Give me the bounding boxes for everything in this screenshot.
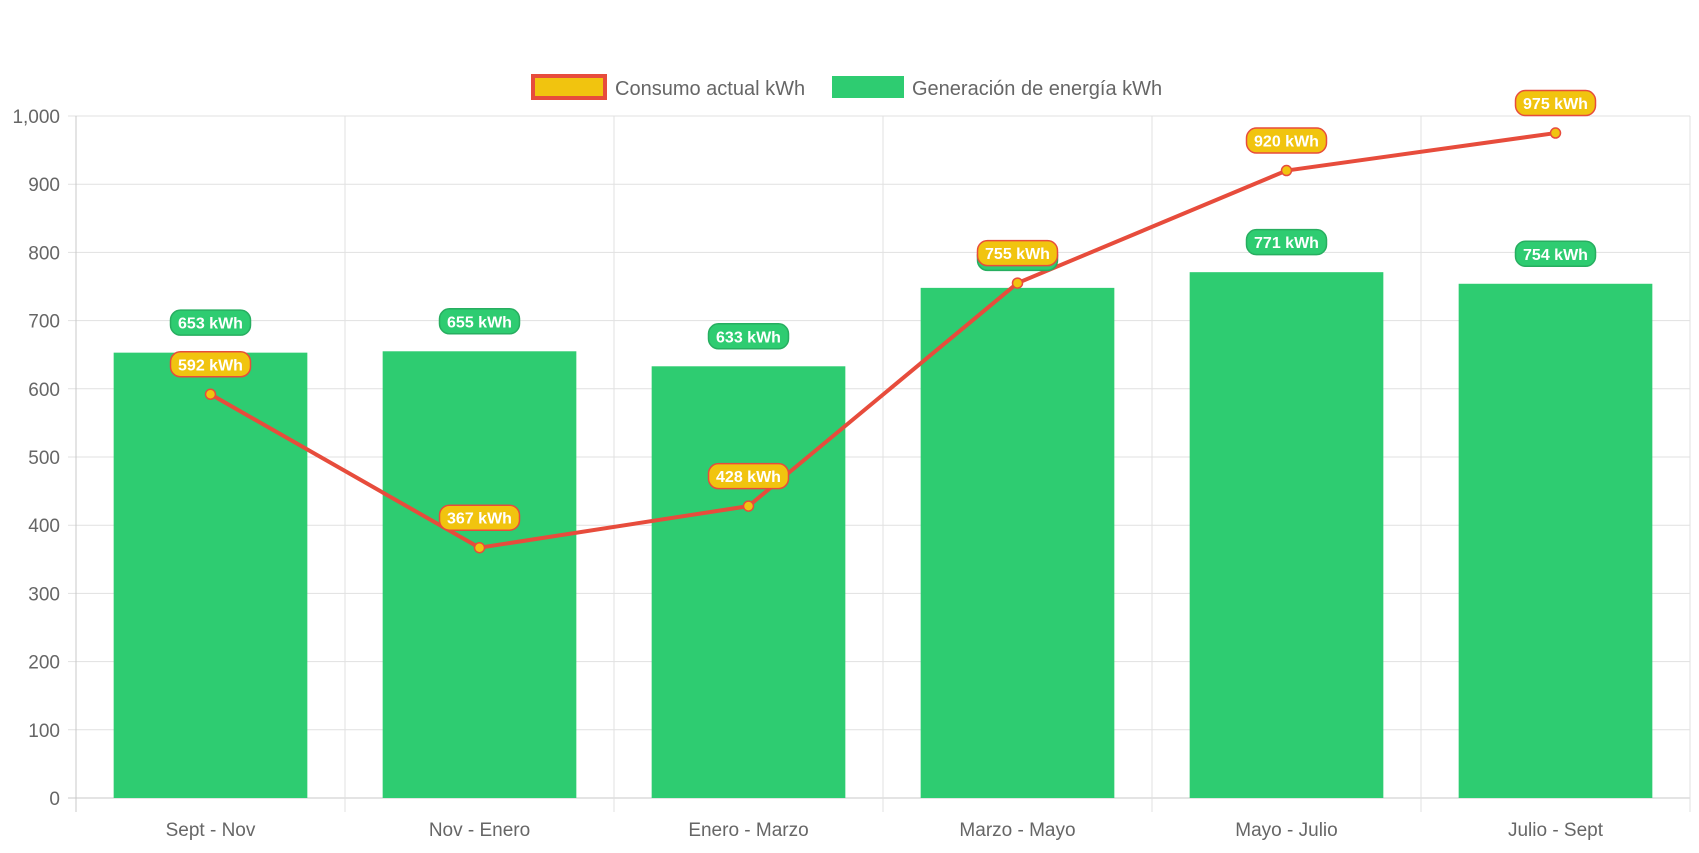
bar-data-label: 653 kWh bbox=[169, 309, 252, 336]
bar-data-label-text: 653 kWh bbox=[178, 316, 243, 333]
line-data-label-text: 592 kWh bbox=[178, 357, 243, 374]
consumption-line bbox=[209, 131, 1556, 550]
legend-swatch-generacion bbox=[832, 76, 904, 98]
y-tick-label: 500 bbox=[28, 448, 60, 469]
line-data-label-text: 975 kWh bbox=[1523, 96, 1588, 113]
y-axis: 0 100 200 300 400 500 600 700 800 900 1,000 bbox=[12, 107, 60, 810]
y-tick-label: 1,000 bbox=[12, 107, 60, 128]
y-tick-label: 700 bbox=[28, 312, 60, 333]
line-data-label: 975 kWh bbox=[1514, 89, 1597, 117]
legend-swatch-consumo bbox=[531, 74, 607, 100]
legend-item-generacion: Generación de energía kWh bbox=[832, 76, 1162, 100]
bar-data-label-text: 655 kWh bbox=[447, 314, 512, 331]
line-data-label-bg bbox=[169, 351, 252, 378]
line-data-label: 592 kWh bbox=[169, 351, 252, 378]
bar-data-label-text: 771 kWh bbox=[1254, 235, 1319, 252]
line-data-label: 428 kWh bbox=[707, 462, 790, 490]
bar bbox=[651, 366, 846, 798]
y-tick-label: 200 bbox=[28, 653, 60, 674]
y-tick-label: 0 bbox=[49, 789, 60, 810]
line-point bbox=[1011, 277, 1024, 289]
x-tick-label: Marzo - Mayo bbox=[959, 820, 1075, 841]
bar bbox=[1458, 283, 1653, 799]
bar-data-label-bg bbox=[1514, 240, 1597, 268]
line-point bbox=[742, 500, 755, 512]
line-data-label: 920 kWh bbox=[1245, 127, 1328, 154]
x-tick-label: Nov - Enero bbox=[429, 820, 530, 841]
bar-data-label: 754 kWh bbox=[1514, 240, 1597, 268]
bar-data-label: 771 kWh bbox=[1245, 228, 1328, 256]
bar bbox=[113, 352, 308, 798]
bar-data-label-text: 754 kWh bbox=[1523, 247, 1588, 264]
x-tick-label: Sept - Nov bbox=[166, 820, 256, 841]
bar-data-label-bg bbox=[169, 309, 252, 336]
bar-data-label-text: 633 kWh bbox=[716, 329, 781, 346]
bar bbox=[920, 287, 1115, 798]
line-data-label-text: 920 kWh bbox=[1254, 134, 1319, 151]
line-data-label: 367 kWh bbox=[438, 504, 521, 531]
line-point bbox=[204, 388, 217, 401]
line-data-label-bg bbox=[1245, 127, 1328, 154]
grid bbox=[68, 115, 1691, 812]
line-data-label-text: 367 kWh bbox=[447, 511, 512, 528]
y-tick-label: 600 bbox=[28, 380, 60, 401]
data-labels: 653 kWh 655 kWh 633 kWh 755 kWh 771 kWh 754 k… bbox=[169, 89, 1597, 531]
line-data-label-text: 755 kWh bbox=[985, 246, 1050, 263]
bar bbox=[382, 351, 577, 798]
line-point bbox=[1280, 164, 1293, 177]
line-point bbox=[473, 541, 486, 554]
x-tick-label: Mayo - Julio bbox=[1235, 820, 1337, 841]
legend-label-generacion: Generación de energía kWh bbox=[912, 78, 1162, 100]
bar-data-label: 655 kWh bbox=[438, 308, 521, 335]
line-data-label-bg bbox=[707, 462, 790, 490]
y-tick-label: 300 bbox=[28, 584, 60, 605]
line-series bbox=[204, 127, 1562, 554]
x-axis: Sept - Nov Nov - Enero Enero - Marzo Marzo … bbox=[166, 820, 1604, 841]
bar-data-label-bg bbox=[707, 323, 790, 350]
line-data-label-bg bbox=[438, 504, 521, 531]
line-data-label-bg bbox=[976, 239, 1059, 267]
bar-data-label-bg bbox=[1245, 228, 1328, 256]
x-tick-label: Julio - Sept bbox=[1508, 820, 1604, 841]
bar-series bbox=[113, 272, 1653, 799]
x-tick-label: Enero - Marzo bbox=[688, 820, 808, 841]
line-data-label: 755 kWh bbox=[976, 239, 1059, 267]
bar bbox=[1189, 272, 1384, 799]
legend-label-consumo: Consumo actual kWh bbox=[615, 78, 805, 100]
legend: Consumo actual kWh Generación de energía … bbox=[531, 74, 1162, 100]
line-data-label-text: 428 kWh bbox=[716, 469, 781, 486]
y-tick-label: 800 bbox=[28, 243, 60, 264]
line-point bbox=[1549, 127, 1562, 139]
line-data-label-bg bbox=[1514, 89, 1597, 117]
bar-data-label-bg bbox=[438, 308, 521, 335]
bar-data-label: 633 kWh bbox=[707, 323, 790, 350]
y-tick-label: 100 bbox=[28, 721, 60, 742]
legend-item-consumo: Consumo actual kWh bbox=[531, 74, 805, 100]
y-tick-label: 900 bbox=[28, 175, 60, 196]
y-tick-label: 400 bbox=[28, 516, 60, 537]
